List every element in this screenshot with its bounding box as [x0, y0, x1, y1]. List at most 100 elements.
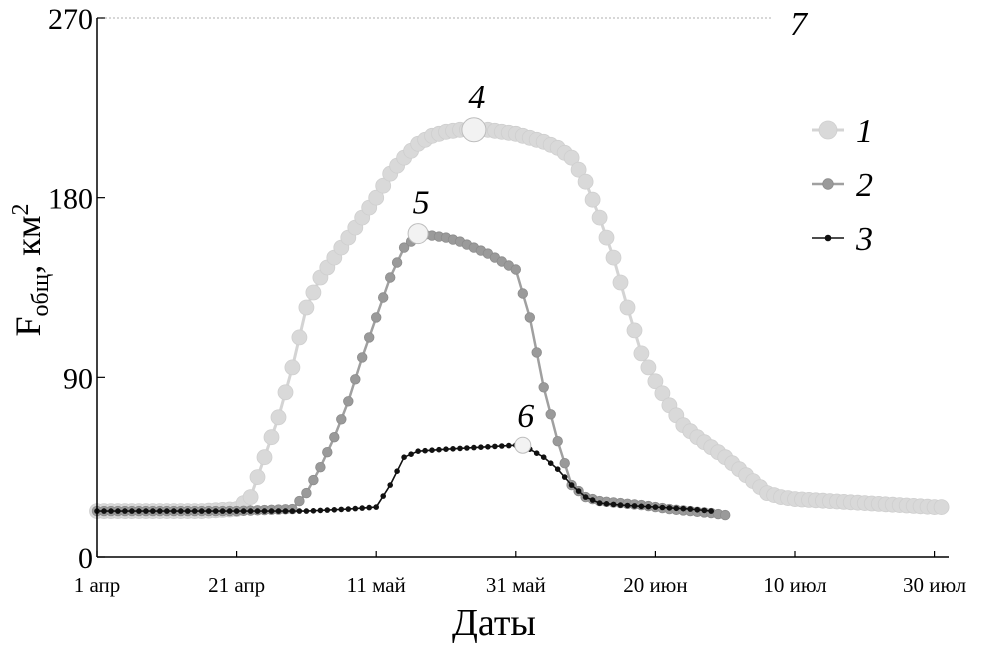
series-3-point [422, 447, 428, 454]
series-3-point [178, 508, 184, 514]
series-2-point [350, 374, 361, 385]
series-2-point [371, 312, 382, 323]
series-3-point [219, 508, 226, 514]
series-3-point [184, 508, 191, 514]
series-2-point [308, 474, 319, 486]
annotation-marker-5 [407, 223, 429, 245]
series-3-point [108, 508, 114, 514]
series-3-point [289, 508, 296, 514]
series-3-point [666, 505, 673, 511]
series-3-point [136, 508, 142, 514]
series-2-point [545, 409, 556, 420]
series-2-point [322, 447, 333, 458]
series-1-point [612, 274, 629, 291]
series-1-point [654, 385, 671, 402]
series-1-point [305, 284, 322, 301]
series-2-point [357, 352, 368, 363]
x-tick-label: 21 апр [208, 573, 265, 597]
series-3-point [589, 497, 596, 503]
series-3-point [359, 505, 366, 511]
series-2-point [343, 396, 354, 407]
series-2-point [531, 347, 542, 358]
series-3-point [617, 502, 624, 508]
legend-label-3: 3 [855, 221, 873, 258]
series-1-point [598, 229, 615, 246]
series-3-point [317, 507, 324, 514]
series-3-point [191, 508, 198, 514]
series-3-point [652, 504, 659, 510]
y-axis-label-main: F [8, 316, 48, 336]
series-3-point [366, 504, 373, 511]
series-2-point [315, 462, 326, 473]
series-1-point [375, 177, 392, 194]
series-1-point [605, 249, 622, 266]
series-3-point [394, 468, 400, 475]
series-2-point [378, 292, 389, 303]
series-3-point [101, 508, 107, 514]
series-1-point [249, 469, 266, 486]
series-2-point [294, 495, 305, 507]
legend-marker-2 [822, 178, 834, 190]
y-axis-label: Fобщ, км2 [8, 203, 54, 336]
series-1-point [256, 449, 273, 466]
x-tick-label: 11 май [347, 573, 406, 597]
legend-marker-3 [824, 234, 832, 242]
series-3-point [268, 508, 275, 514]
series-2-point [391, 257, 403, 268]
y-axis-label-sup: 2 [8, 203, 34, 215]
x-ticks: 1 апр 21 апр 11 май 31 май 20 июн 10 июл 30 ию… [74, 551, 966, 597]
series-1-point [933, 499, 950, 516]
series-3-point [150, 508, 156, 514]
legend: 1 2 3 [812, 113, 873, 258]
annotation-label-6: 6 [517, 398, 534, 435]
x-tick-label: 1 апр [74, 573, 121, 597]
series-3-point [310, 507, 317, 514]
series-1-point [619, 299, 636, 316]
series-3-point [547, 460, 554, 467]
series-2-point [552, 436, 563, 447]
series-3-point [680, 505, 687, 512]
series-3-point [331, 506, 338, 513]
series-3-point [582, 494, 589, 500]
series-1-point [640, 359, 657, 376]
series-3-point [401, 454, 407, 461]
series-3-point [554, 466, 561, 473]
series-3-point [610, 501, 617, 508]
series-3-point [443, 446, 449, 453]
series-2-point [398, 242, 410, 253]
annotation-label-4: 4 [468, 79, 485, 116]
series-2-point [301, 487, 312, 499]
series-2-point [720, 509, 731, 521]
series-3-point [429, 447, 435, 454]
y-tick-label: 90 [63, 362, 93, 395]
legend-label-2: 2 [856, 167, 873, 204]
series-3-point [471, 444, 477, 451]
series-3-point [157, 508, 163, 514]
series-1-point [291, 329, 308, 346]
annotation-label-5: 5 [413, 185, 430, 222]
legend-marker-1 [818, 120, 838, 140]
annotation-marker-6 [514, 436, 532, 454]
legend-label-1: 1 [856, 113, 873, 150]
series-2-point [524, 312, 536, 323]
series-3-point [540, 454, 547, 461]
series-3 [94, 442, 714, 514]
x-axis-label: Даты [452, 602, 536, 644]
y-ticks: 0 90 180 270 [48, 3, 105, 575]
series-3-point [129, 508, 135, 514]
series-2-point [329, 432, 340, 443]
series-3-point [164, 508, 170, 514]
series-1 [89, 121, 950, 520]
reference-line-label: 7 [790, 6, 809, 43]
x-tick-label: 31 май [486, 573, 546, 597]
series-3-point [373, 504, 380, 510]
series-3-point [596, 500, 603, 506]
series-2-point [517, 288, 529, 299]
series-3-point [254, 508, 261, 514]
series-2-point [538, 382, 549, 393]
series-2 [91, 228, 731, 521]
series-1-point [584, 191, 601, 208]
series-3-point [603, 500, 610, 507]
series-2-point [559, 458, 570, 469]
